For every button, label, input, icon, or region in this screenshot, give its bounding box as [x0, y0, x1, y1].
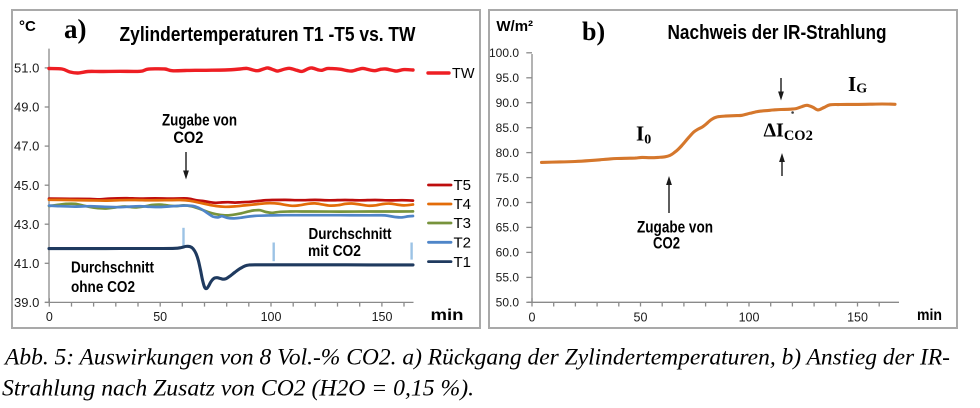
svg-text:41.0: 41.0 — [14, 256, 39, 271]
svg-text:Zugabe von: Zugabe von — [637, 218, 713, 237]
svg-text:mit CO2: mit CO2 — [308, 243, 361, 260]
svg-text:b): b) — [582, 17, 605, 46]
svg-text:min: min — [431, 307, 464, 324]
svg-text:150: 150 — [372, 310, 393, 324]
svg-text:43.0: 43.0 — [14, 217, 39, 232]
svg-text:T3: T3 — [454, 215, 472, 232]
svg-text:75.0: 75.0 — [496, 171, 520, 185]
svg-text:65.0: 65.0 — [496, 221, 520, 235]
svg-text:100.0: 100.0 — [489, 46, 519, 60]
svg-text:TW: TW — [452, 66, 475, 82]
svg-text:90.0: 90.0 — [496, 96, 520, 110]
svg-text:0: 0 — [529, 311, 536, 325]
svg-text:°C: °C — [19, 18, 36, 35]
svg-text:0: 0 — [46, 310, 53, 324]
svg-text:CO2: CO2 — [173, 128, 203, 147]
svg-text:ohne CO2: ohne CO2 — [71, 279, 135, 296]
svg-text:W/m²: W/m² — [496, 18, 533, 35]
svg-text:Abb. 5: Auswirkungen von 8 Vol: Abb. 5: Auswirkungen von 8 Vol.-% CO2. a… — [3, 345, 950, 370]
svg-text:150: 150 — [847, 311, 868, 325]
svg-text:70.0: 70.0 — [496, 196, 520, 210]
svg-text:50: 50 — [153, 310, 167, 324]
svg-text:39.0: 39.0 — [14, 295, 39, 310]
svg-text:80.0: 80.0 — [496, 146, 520, 160]
svg-text:55.0: 55.0 — [496, 271, 520, 285]
svg-text:Durchschnitt: Durchschnitt — [309, 226, 393, 243]
svg-text:min: min — [917, 307, 942, 324]
svg-text:95.0: 95.0 — [496, 71, 520, 85]
svg-text:T4: T4 — [454, 196, 472, 213]
svg-text:100: 100 — [261, 310, 282, 324]
svg-text:T1: T1 — [454, 254, 472, 271]
svg-text:47.0: 47.0 — [14, 139, 39, 154]
svg-text:CO2: CO2 — [653, 234, 680, 253]
svg-text:51.0: 51.0 — [14, 61, 39, 76]
svg-text:45.0: 45.0 — [14, 178, 39, 193]
svg-text:T2: T2 — [454, 235, 472, 252]
svg-text:60.0: 60.0 — [496, 246, 520, 260]
svg-text:49.0: 49.0 — [14, 100, 39, 115]
svg-text:T5: T5 — [454, 177, 472, 194]
svg-text:Zugabe von: Zugabe von — [162, 110, 237, 129]
svg-text:50: 50 — [634, 311, 648, 325]
svg-text:85.0: 85.0 — [496, 121, 520, 135]
svg-text:Nachweis der IR-Strahlung: Nachweis der IR-Strahlung — [668, 22, 887, 44]
svg-text:100: 100 — [739, 311, 760, 325]
svg-text:Zylindertemperaturen T1 -T5 vs: Zylindertemperaturen T1 -T5 vs. TW — [120, 24, 416, 46]
svg-text:Strahlung nach Zusatz von CO2: Strahlung nach Zusatz von CO2 (H2O = 0,1… — [2, 375, 474, 400]
svg-text:a): a) — [64, 14, 87, 44]
svg-text:50.0: 50.0 — [496, 296, 520, 310]
svg-text:Durchschnitt: Durchschnitt — [71, 260, 155, 277]
